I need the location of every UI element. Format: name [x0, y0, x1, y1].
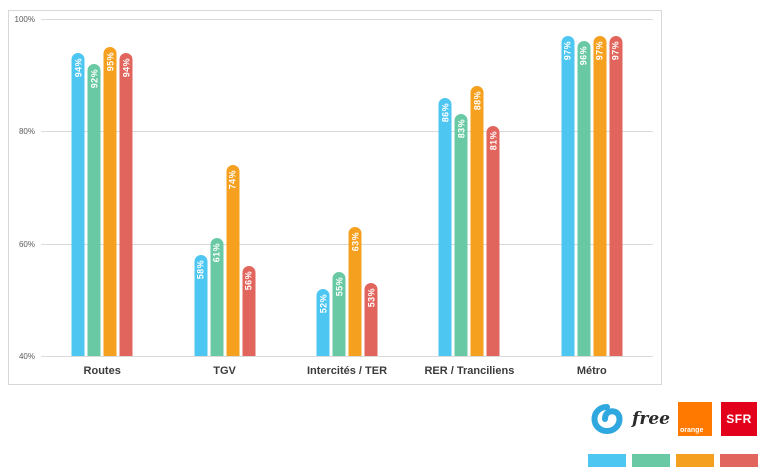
bar-value-label: 63%	[350, 231, 360, 252]
free-logo: free	[632, 399, 670, 439]
legend-color-swatches	[588, 454, 758, 467]
bar: 55%	[332, 271, 346, 356]
sfr-logo-text: SFR	[726, 412, 752, 426]
y-tick-label: 60%	[18, 239, 35, 249]
gridline	[41, 243, 653, 245]
bar: 97%	[593, 35, 607, 356]
bar-value-label: 94%	[73, 57, 84, 77]
bar: 74%	[226, 165, 240, 356]
bar: 88%	[470, 86, 484, 356]
bar: 97%	[561, 35, 575, 356]
bar-value-label: 58%	[195, 259, 206, 280]
bar-value-label: 94%	[121, 57, 132, 77]
orange-logo: orange	[676, 399, 714, 439]
y-tick-label: 40%	[18, 352, 35, 361]
gridline	[41, 19, 653, 20]
bar: 92%	[87, 63, 101, 356]
bar-value-label: 97%	[610, 40, 621, 61]
bar-group: 58% 61% 74% 56%	[194, 19, 256, 356]
category-label: Routes	[83, 365, 121, 377]
bar-value-label: 95%	[105, 52, 116, 72]
bar-value-label: 83%	[456, 119, 467, 139]
y-tick-label: 80%	[18, 127, 35, 137]
category-label: RER / Tranciliens	[424, 365, 515, 377]
sfr-logo: SFR	[720, 399, 758, 439]
bar-value-label: 96%	[578, 46, 589, 66]
bar: 58%	[194, 254, 208, 356]
bar-group: 97% 96% 97% 97%	[561, 19, 623, 356]
plot-area: 94% 92% 95% 94% 58% 61% 74% 56% 52% 55% 63% 53% 86% 8…	[41, 19, 653, 357]
bar-value-label: 92%	[89, 68, 100, 89]
network-coverage-bar-chart: 100% 80% 60% 40% 94% 92% 95% 94% 58% 61% 74% 56% 52…	[8, 10, 662, 385]
gridline	[41, 356, 653, 357]
bar-value-label: 74%	[227, 170, 238, 190]
legend-logos: free orange SFR	[588, 398, 772, 440]
bar-group: 52% 55% 63% 53%	[316, 19, 378, 356]
orange-logo-text: orange	[680, 427, 704, 434]
gridline	[41, 131, 653, 133]
free-logo-text: free	[632, 409, 670, 429]
bar: 52%	[316, 288, 330, 356]
bar-value-label: 56%	[243, 271, 254, 291]
bar: 97%	[609, 35, 623, 356]
category-label: TGV	[213, 365, 236, 377]
bar: 63%	[348, 226, 362, 356]
category-label: Métro	[576, 365, 607, 377]
bar-value-label: 53%	[366, 287, 376, 308]
bar-value-label: 61%	[211, 243, 222, 263]
bar: 94%	[119, 52, 133, 356]
category-label: Intercités / TER	[306, 365, 388, 377]
bar-value-label: 97%	[562, 40, 573, 61]
bar: 86%	[438, 97, 452, 356]
bar: 56%	[242, 266, 256, 356]
legend-swatch	[632, 454, 670, 467]
bar-value-label: 86%	[440, 102, 451, 122]
legend: free orange SFR	[588, 398, 772, 467]
bar: 81%	[486, 125, 500, 356]
legend-swatch	[676, 454, 714, 467]
bar-value-label: 88%	[472, 91, 483, 111]
bar: 83%	[454, 114, 468, 356]
bar-value-label: 97%	[594, 40, 605, 61]
bar: 53%	[364, 282, 378, 356]
bar-value-label: 81%	[488, 130, 499, 150]
legend-swatch	[720, 454, 758, 467]
bar-value-label: 55%	[334, 276, 344, 296]
bar: 94%	[71, 52, 85, 356]
sfr-logo-box: SFR	[721, 402, 757, 436]
bar: 96%	[577, 41, 591, 356]
bouygues-swirl-icon	[591, 404, 623, 435]
orange-logo-box: orange	[678, 402, 712, 436]
x-axis: Routes TGV Intercités / TER RER / Trancilie…	[41, 358, 653, 384]
bar-group: 94% 92% 95% 94%	[71, 19, 133, 356]
bar: 95%	[103, 47, 117, 356]
y-axis: 100% 80% 60% 40%	[9, 15, 39, 361]
bar-value-label: 52%	[318, 293, 328, 313]
bar: 61%	[210, 238, 224, 356]
legend-swatch	[588, 454, 626, 467]
y-tick-label: 100%	[14, 15, 35, 24]
bar-group: 86% 83% 88% 81%	[438, 19, 500, 356]
bouygues-logo-icon	[588, 399, 626, 439]
